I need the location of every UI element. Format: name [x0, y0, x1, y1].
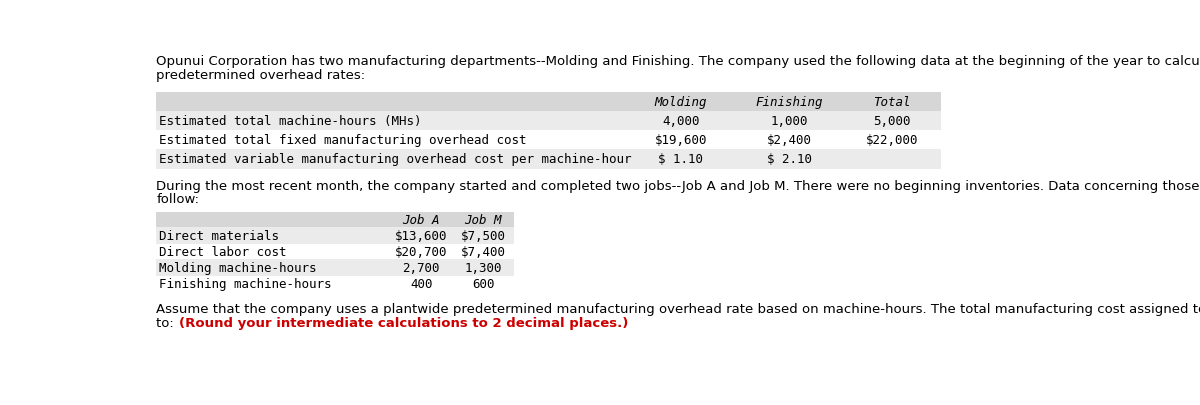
- Text: to:: to:: [156, 316, 178, 329]
- Text: Job M: Job M: [464, 213, 502, 226]
- FancyBboxPatch shape: [156, 245, 515, 260]
- Text: Estimated variable manufacturing overhead cost per machine-hour: Estimated variable manufacturing overhea…: [160, 153, 631, 166]
- Text: $19,600: $19,600: [655, 134, 707, 147]
- FancyBboxPatch shape: [156, 112, 941, 131]
- Text: follow:: follow:: [156, 193, 199, 206]
- Text: Estimated total fixed manufacturing overhead cost: Estimated total fixed manufacturing over…: [160, 134, 527, 147]
- Text: 1,000: 1,000: [770, 115, 808, 128]
- Text: 1,300: 1,300: [464, 261, 502, 274]
- Text: predetermined overhead rates:: predetermined overhead rates:: [156, 68, 365, 81]
- Text: $20,700: $20,700: [395, 246, 448, 259]
- FancyBboxPatch shape: [156, 260, 515, 276]
- Text: 4,000: 4,000: [662, 115, 700, 128]
- Text: Finishing machine-hours: Finishing machine-hours: [160, 277, 331, 290]
- Text: Estimated total machine-hours (MHs): Estimated total machine-hours (MHs): [160, 115, 422, 128]
- Text: Direct materials: Direct materials: [160, 230, 280, 243]
- Text: 600: 600: [472, 277, 494, 290]
- Text: Job A: Job A: [402, 213, 440, 226]
- Text: $7,500: $7,500: [461, 230, 505, 243]
- Text: Assume that the company uses a plantwide predetermined manufacturing overhead ra: Assume that the company uses a plantwide…: [156, 302, 1200, 315]
- Text: 400: 400: [410, 277, 432, 290]
- Text: 2,700: 2,700: [402, 261, 440, 274]
- FancyBboxPatch shape: [156, 276, 515, 291]
- FancyBboxPatch shape: [156, 212, 515, 228]
- FancyBboxPatch shape: [156, 93, 941, 112]
- Text: $22,000: $22,000: [866, 134, 918, 147]
- Text: $13,600: $13,600: [395, 230, 448, 243]
- Text: Direct labor cost: Direct labor cost: [160, 246, 287, 259]
- FancyBboxPatch shape: [156, 228, 515, 245]
- Text: Molding machine-hours: Molding machine-hours: [160, 261, 317, 274]
- Text: $ 1.10: $ 1.10: [659, 153, 703, 166]
- Text: $ 2.10: $ 2.10: [767, 153, 812, 166]
- Text: $2,400: $2,400: [767, 134, 812, 147]
- Text: Molding: Molding: [655, 96, 707, 109]
- Text: (Round your intermediate calculations to 2 decimal places.): (Round your intermediate calculations to…: [180, 316, 629, 329]
- FancyBboxPatch shape: [156, 131, 941, 150]
- Text: Opunui Corporation has two manufacturing departments--Molding and Finishing. The: Opunui Corporation has two manufacturing…: [156, 55, 1200, 68]
- Text: Total: Total: [874, 96, 911, 109]
- Text: During the most recent month, the company started and completed two jobs--Job A : During the most recent month, the compan…: [156, 179, 1200, 192]
- Text: $7,400: $7,400: [461, 246, 505, 259]
- FancyBboxPatch shape: [156, 150, 941, 169]
- Text: Finishing: Finishing: [756, 96, 823, 109]
- Text: 5,000: 5,000: [874, 115, 911, 128]
